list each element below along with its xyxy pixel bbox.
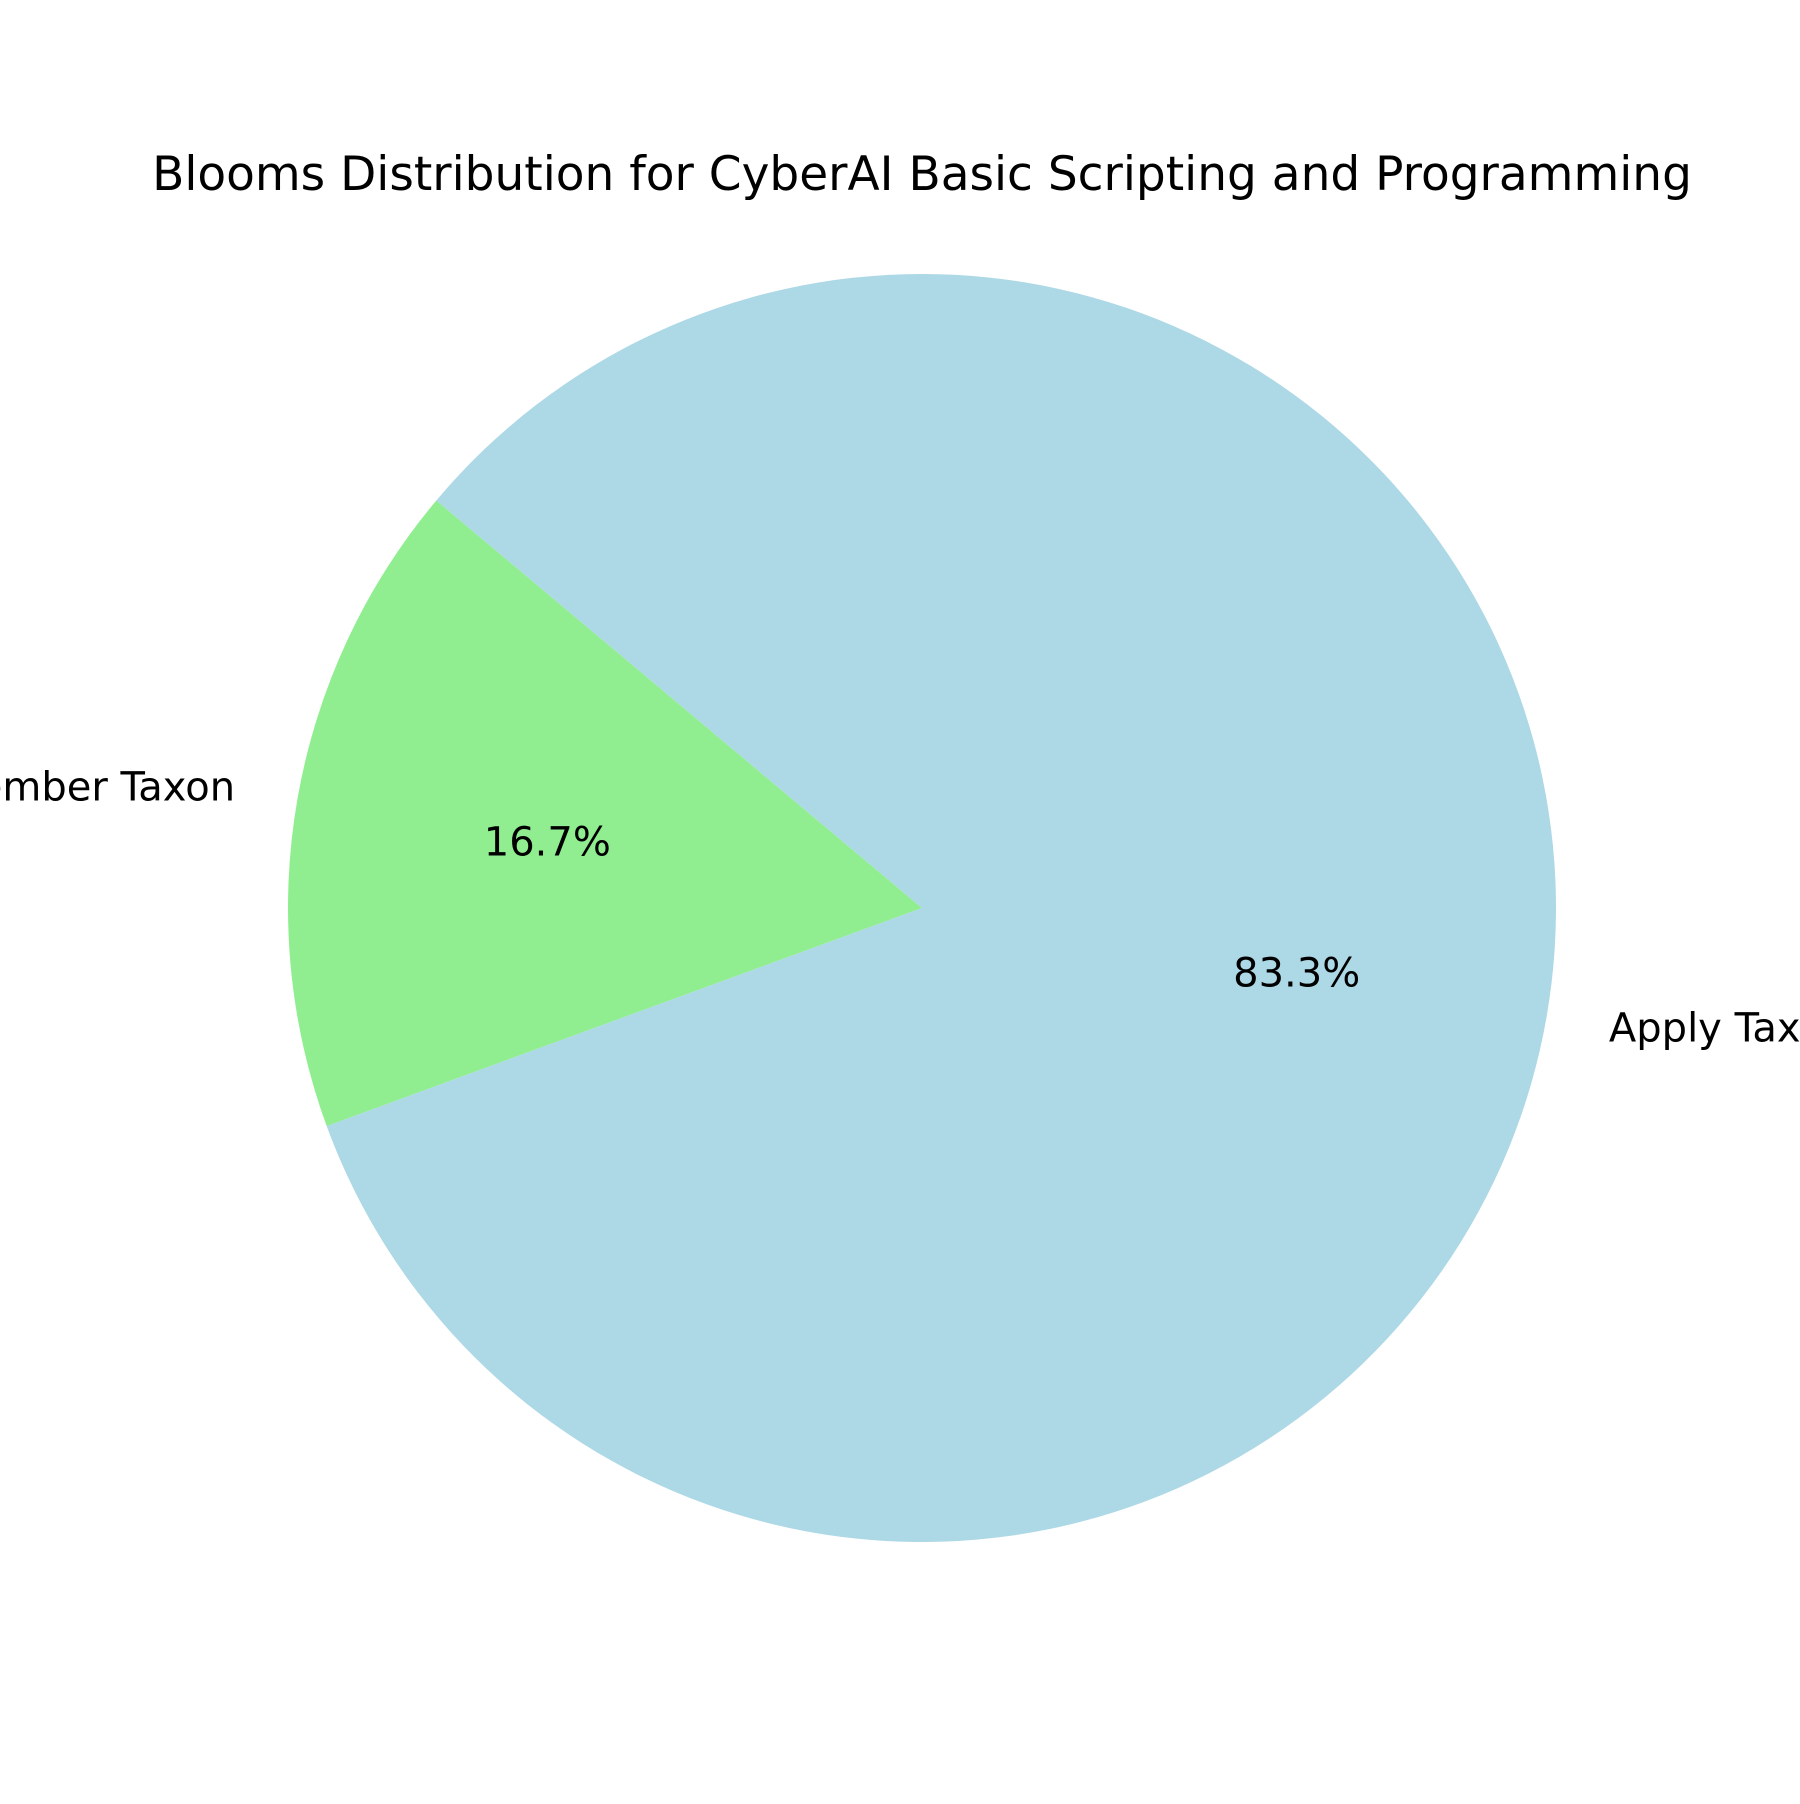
pie-slice-remember-taxon bbox=[288, 500, 922, 1127]
pie-labels: Remember Taxon 16.7% Apply Taxon 83.3% bbox=[0, 765, 1800, 1052]
pie-slice-apply-taxon bbox=[326, 274, 1556, 1542]
slice-label-remember-taxon: Remember Taxon bbox=[0, 765, 235, 811]
slice-percent-remember-taxon: 16.7% bbox=[484, 819, 611, 865]
pie-slices bbox=[288, 274, 1556, 1542]
slice-percent-apply-taxon: 83.3% bbox=[1233, 951, 1360, 997]
chart-title: Blooms Distribution for CyberAI Basic Sc… bbox=[152, 147, 1692, 202]
slice-label-apply-taxon: Apply Taxon bbox=[1609, 1005, 1800, 1051]
